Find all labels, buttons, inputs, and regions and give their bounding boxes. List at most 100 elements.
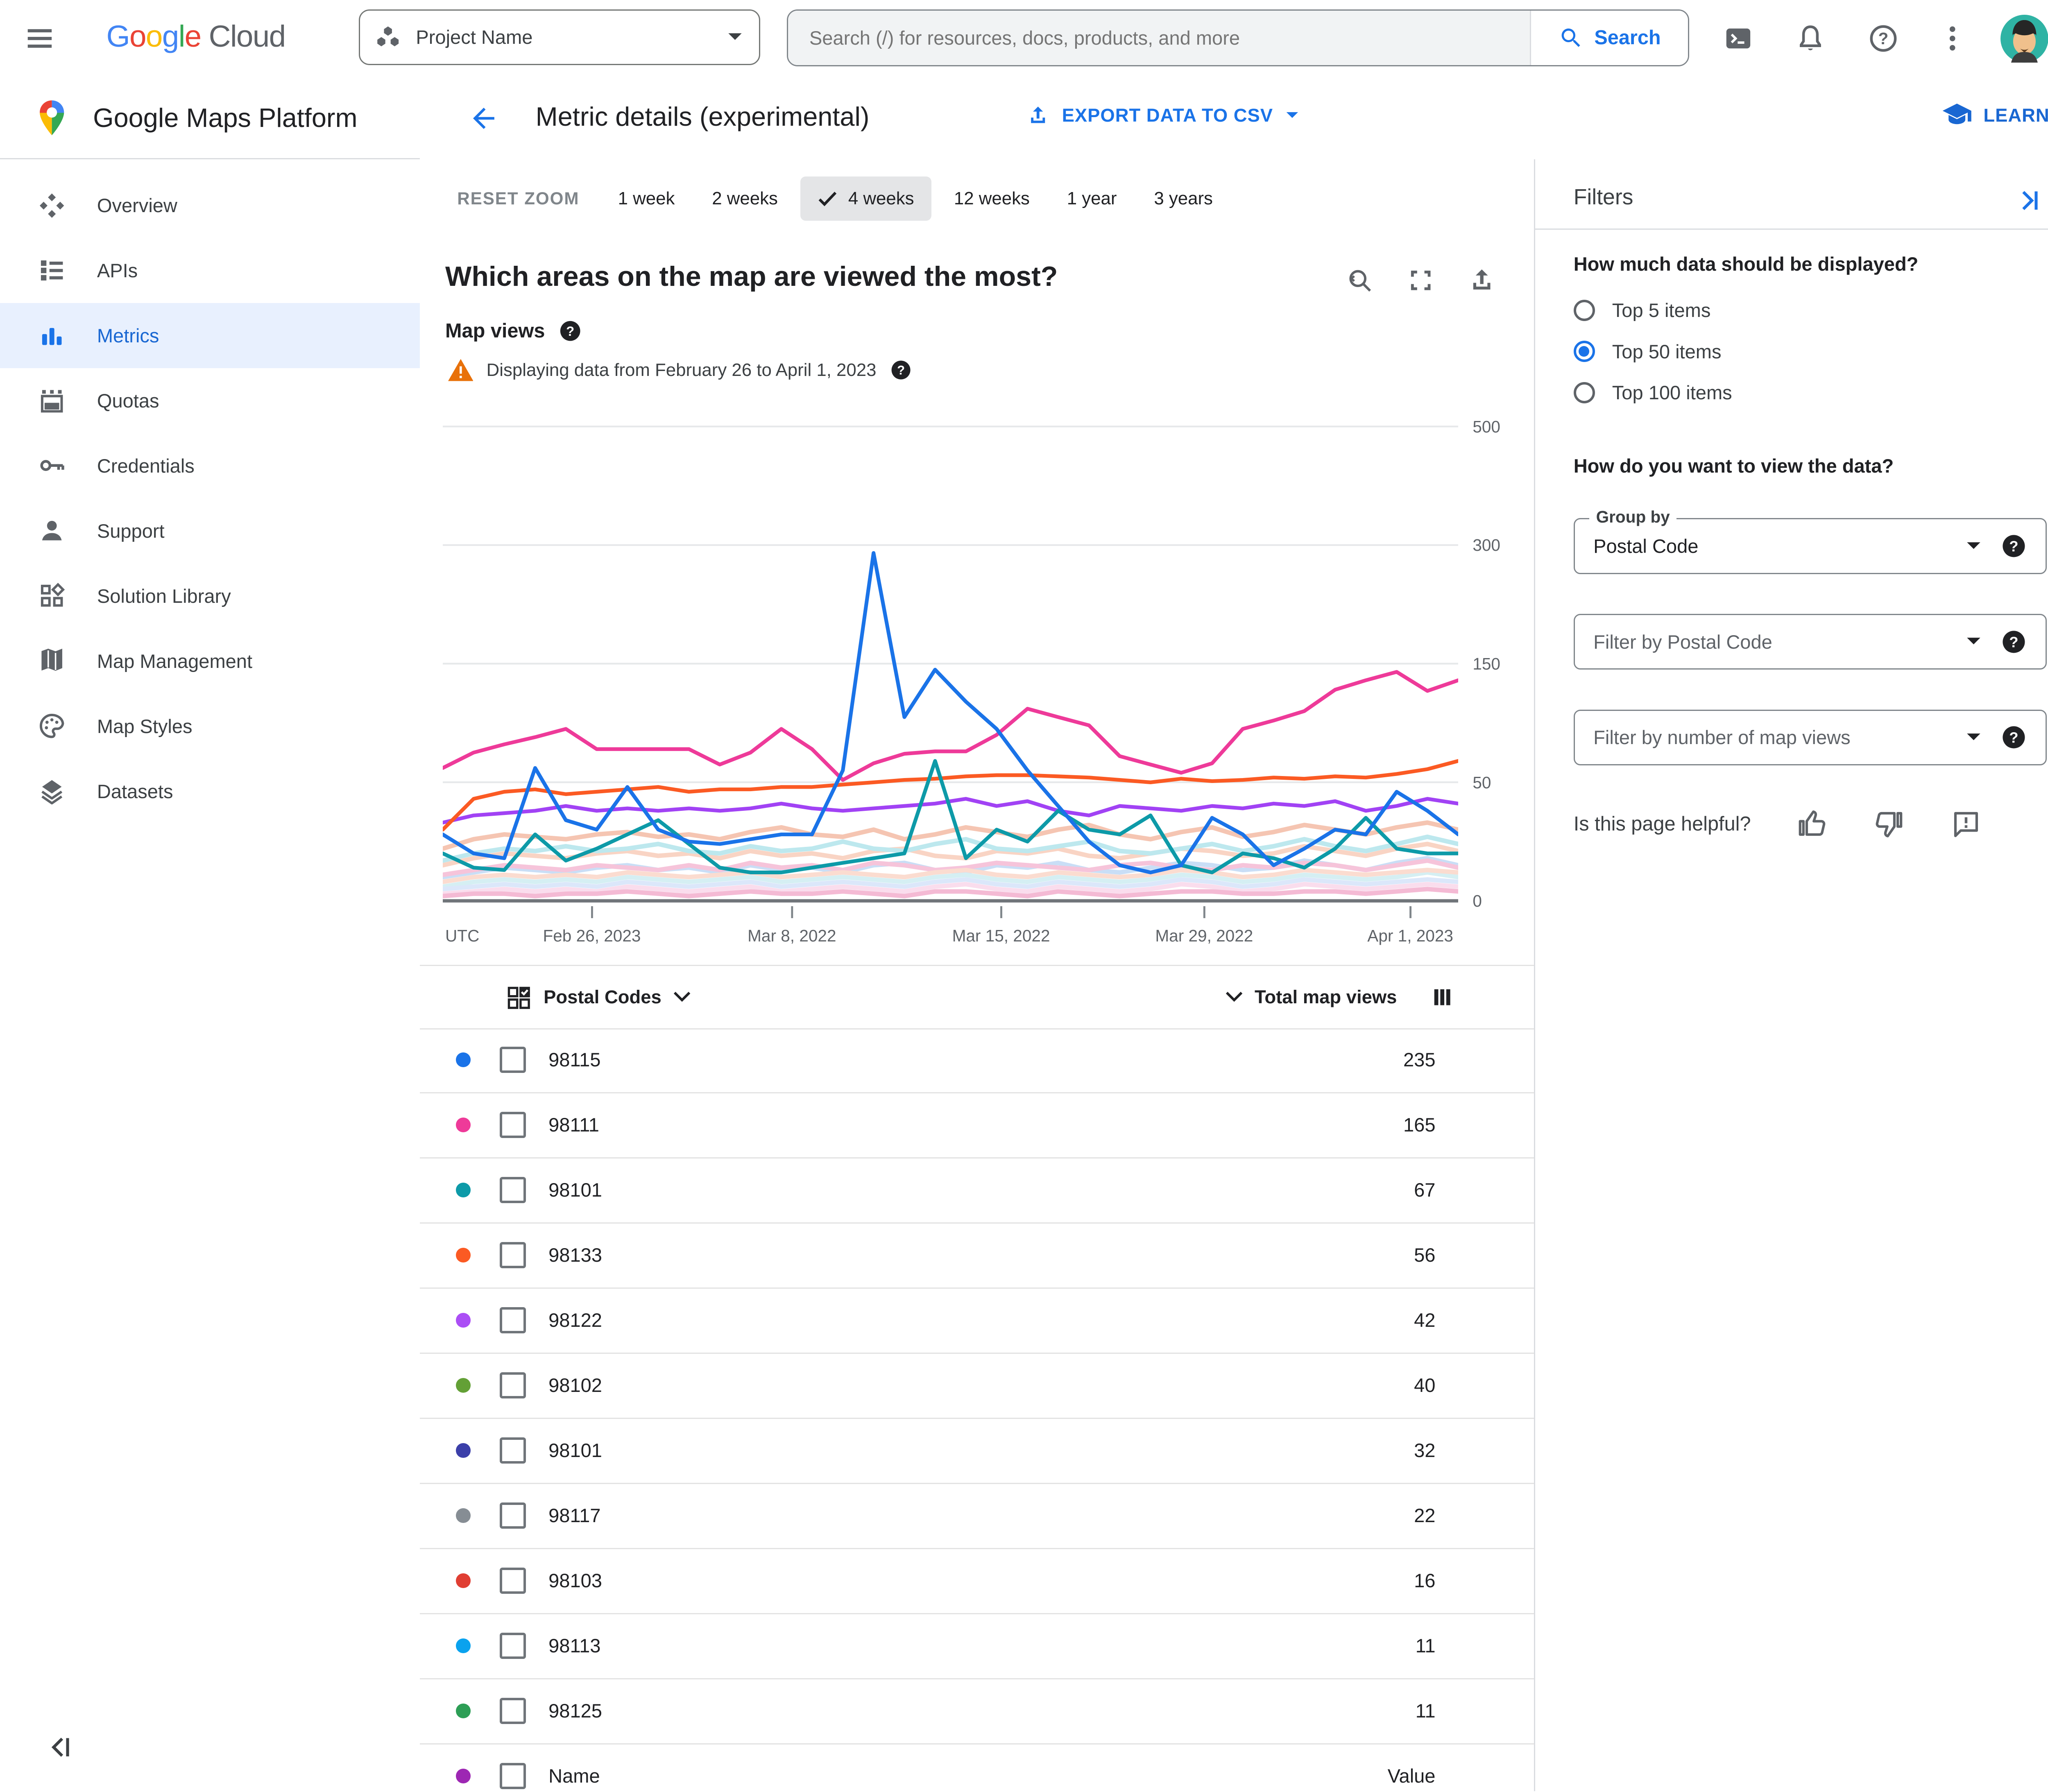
avatar[interactable] [2000, 14, 2048, 63]
row-checkbox[interactable] [500, 1046, 526, 1073]
range-3-years[interactable]: 3 years [1154, 188, 1213, 209]
row-code: 98117 [548, 1505, 601, 1527]
table-group-selector[interactable]: Postal Codes [505, 984, 691, 1011]
row-checkbox[interactable] [500, 1242, 526, 1268]
help-filled-icon[interactable]: ? [890, 359, 912, 381]
sidebar-item-quotas[interactable]: Quotas [0, 368, 420, 433]
group-by-value: Postal Code [1593, 535, 1699, 557]
table-row[interactable]: 98115 235 [420, 1027, 1534, 1094]
range-2-weeks[interactable]: 2 weeks [712, 188, 778, 209]
cloud-shell-icon[interactable] [1722, 23, 1754, 54]
radio-icon [1573, 299, 1595, 321]
fullscreen-icon[interactable] [1406, 266, 1435, 295]
thumbs-down-icon[interactable] [1873, 808, 1905, 840]
page-title: Metric details (experimental) [535, 101, 870, 131]
export-csv-button[interactable]: EXPORT DATA TO CSV [1026, 104, 1300, 127]
table-row[interactable]: 98117 22 [420, 1483, 1534, 1550]
range-1-week[interactable]: 1 week [618, 188, 675, 209]
project-icon [377, 26, 399, 47]
zoom-history-icon[interactable] [1345, 266, 1374, 295]
help-filled-icon[interactable]: ? [2000, 724, 2027, 751]
learn-button[interactable]: LEARN [1942, 104, 2048, 127]
series-color-dot [455, 1638, 471, 1653]
range-1-year[interactable]: 1 year [1067, 188, 1117, 209]
row-checkbox[interactable] [500, 1307, 526, 1333]
more-options-icon[interactable] [1943, 23, 1962, 54]
upload-icon[interactable] [1467, 266, 1496, 295]
panel-collapse-icon[interactable] [2012, 186, 2041, 215]
table-sort-column[interactable]: Total map views [1226, 985, 1454, 1009]
row-value: 16 [1414, 1570, 1436, 1592]
row-checkbox[interactable] [500, 1763, 526, 1789]
row-checkbox[interactable] [500, 1697, 526, 1724]
thumbs-up-icon[interactable] [1796, 808, 1828, 840]
svg-text:?: ? [2009, 538, 2018, 555]
sidebar-item-credentials[interactable]: Credentials [0, 433, 420, 498]
table-row[interactable]: 98101 32 [420, 1418, 1534, 1484]
radio-top-100[interactable]: Top 100 items [1573, 381, 1732, 404]
group-by-select[interactable]: Group by Postal Code ? [1573, 507, 2047, 574]
table-row[interactable]: 98101 67 [420, 1157, 1534, 1224]
row-checkbox[interactable] [500, 1111, 526, 1138]
table-row[interactable]: 98113 11 [420, 1613, 1534, 1680]
chevron-down-icon [673, 992, 691, 1002]
series-color-dot [455, 1768, 471, 1783]
table-row[interactable]: 98122 42 [420, 1287, 1534, 1354]
sidebar-collapse-icon[interactable] [45, 1733, 74, 1762]
project-selector[interactable]: Project Name [359, 9, 761, 65]
sidebar-item-map-management[interactable]: Map Management [0, 629, 420, 694]
reset-zoom-button[interactable]: RESET ZOOM [457, 189, 580, 208]
table-row[interactable]: Name Value [420, 1743, 1534, 1791]
sidebar-nav: Overview APIs Metrics Quotas Credentials… [0, 159, 420, 824]
menu-icon[interactable] [24, 23, 56, 54]
sidebar-item-solution-library[interactable]: Solution Library [0, 563, 420, 629]
table-row[interactable]: 98103 16 [420, 1548, 1534, 1615]
series-color-dot [455, 1703, 471, 1718]
sidebar-item-map-styles[interactable]: Map Styles [0, 694, 420, 759]
svg-text:?: ? [2009, 634, 2018, 650]
radio-selected-icon [1573, 341, 1595, 362]
x-tick-label: Apr 1, 2023 [1367, 926, 1453, 945]
row-checkbox[interactable] [500, 1372, 526, 1398]
range-12-weeks[interactable]: 12 weeks [954, 188, 1030, 209]
radio-top-5[interactable]: Top 5 items [1573, 299, 1710, 321]
table-row[interactable]: 98111 165 [420, 1092, 1534, 1159]
sidebar-item-support[interactable]: Support [0, 498, 420, 563]
row-checkbox[interactable] [500, 1502, 526, 1529]
row-checkbox[interactable] [500, 1437, 526, 1464]
sidebar-item-datasets[interactable]: Datasets [0, 759, 420, 824]
sidebar-item-overview[interactable]: Overview [0, 173, 420, 238]
help-filled-icon[interactable]: ? [2000, 533, 2027, 559]
columns-icon[interactable] [1430, 985, 1454, 1009]
filter-postal-code-select[interactable]: Filter by Postal Code ? [1573, 614, 2047, 670]
sidebar-item-label: Datasets [97, 780, 173, 802]
help-filled-icon[interactable]: ? [2000, 629, 2027, 655]
sidebar-item-metrics[interactable]: Metrics [0, 303, 420, 368]
google-cloud-logo[interactable]: Google Cloud [106, 18, 286, 54]
row-checkbox[interactable] [500, 1177, 526, 1203]
table-row[interactable]: 98133 56 [420, 1222, 1534, 1289]
table-col1-label: Postal Codes [544, 987, 662, 1008]
radio-label: Top 100 items [1612, 382, 1732, 404]
sidebar-item-label: Map Styles [97, 715, 193, 737]
help-filled-icon[interactable]: ? [558, 319, 582, 343]
line-chart[interactable] [442, 413, 1458, 923]
row-checkbox[interactable] [500, 1567, 526, 1594]
check-icon [818, 191, 837, 206]
row-checkbox[interactable] [500, 1632, 526, 1659]
filter-map-views-select[interactable]: Filter by number of map views ? [1573, 709, 2047, 766]
search-button[interactable]: Search [1530, 10, 1688, 66]
notifications-bell-icon[interactable] [1794, 23, 1826, 54]
support-person-icon [42, 521, 62, 541]
range-4-weeks-selected[interactable]: 4 weeks [800, 176, 931, 221]
help-icon[interactable]: ? [1867, 23, 1899, 54]
table-row[interactable]: 98102 40 [420, 1353, 1534, 1419]
radio-top-50[interactable]: Top 50 items [1573, 340, 1722, 363]
x-tick-label: Mar 8, 2022 [748, 926, 836, 945]
back-arrow-icon[interactable] [468, 102, 500, 134]
svg-text:?: ? [566, 324, 574, 339]
feedback-icon[interactable] [1950, 808, 1982, 840]
search-input[interactable] [788, 10, 1530, 66]
sidebar-item-apis[interactable]: APIs [0, 238, 420, 303]
table-row[interactable]: 98125 11 [420, 1678, 1534, 1745]
